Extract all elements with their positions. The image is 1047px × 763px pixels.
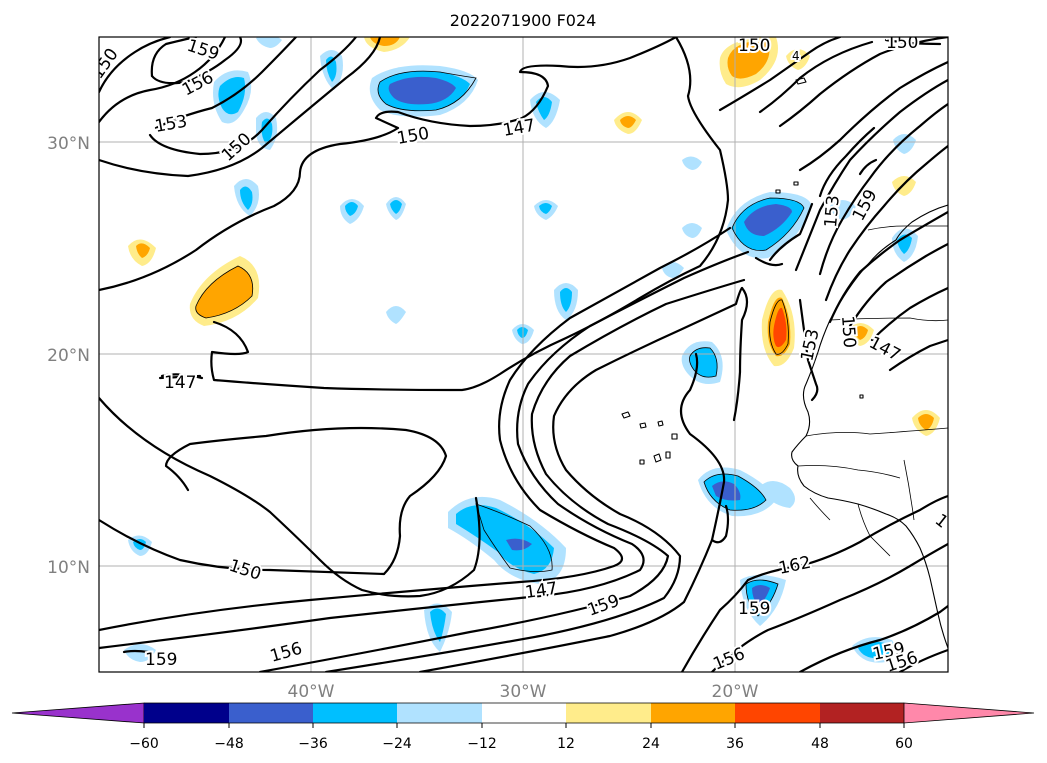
lon-label-40w: 40°W	[288, 682, 335, 702]
colorbar-tick-label: −12	[467, 736, 497, 752]
contour-label: 4	[790, 47, 802, 65]
contour-label: 150	[884, 33, 920, 55]
negative-anomaly-patch	[386, 197, 406, 220]
colorbar-tick-label: 60	[895, 736, 913, 752]
colorbar-segment	[566, 703, 651, 723]
negative-anomaly-patch	[726, 192, 812, 259]
colorbar-ticks	[143, 723, 905, 728]
colorbar-segment	[229, 703, 313, 723]
colorbar-tick-label: 48	[811, 736, 829, 752]
positive-anomaly-patch	[614, 112, 642, 134]
svg-text:150: 150	[837, 315, 859, 349]
colorbar-tick-label: 36	[726, 736, 744, 752]
negative-anomaly-patch	[740, 575, 786, 626]
colorbar-tick-label: 24	[642, 736, 660, 752]
negative-anomaly-patch	[124, 644, 156, 662]
anomaly-outlines	[195, 70, 805, 617]
svg-text:147: 147	[164, 373, 196, 393]
colorbar-segment	[144, 703, 229, 723]
contour-label: 147	[499, 114, 538, 143]
contour-label: 159	[736, 597, 772, 621]
positive-anomaly-patch	[189, 256, 260, 326]
lat-label-10n: 10°N	[47, 558, 90, 578]
colorbar-tick-label: −60	[129, 736, 159, 752]
negative-anomaly-patch	[852, 637, 896, 663]
lon-label-30w: 30°W	[500, 682, 547, 702]
height-contours	[99, 37, 948, 672]
colorbar-segment	[651, 703, 735, 723]
positive-anomaly-patch	[128, 239, 156, 266]
contour-label: 153	[819, 192, 846, 230]
svg-text:159: 159	[738, 599, 770, 619]
positive-anomaly-patch	[848, 323, 874, 346]
map-frame	[98, 36, 949, 673]
colorbar-tick-label: 12	[557, 736, 575, 752]
contour-label: 147	[162, 371, 198, 395]
colorbar-segment	[482, 703, 566, 723]
svg-text:147: 147	[501, 116, 536, 141]
contour-label: 159	[143, 648, 179, 672]
colorbar-segment	[397, 703, 482, 723]
svg-text:153: 153	[821, 194, 844, 228]
svg-text:150: 150	[886, 33, 918, 53]
negative-anomaly-patch	[369, 65, 478, 117]
colorbar-extend-high	[903, 702, 1035, 724]
svg-text:150: 150	[738, 36, 770, 56]
lat-label-20n: 20°N	[47, 346, 90, 366]
colorbar: −60 −48 −36 −24 −12 12 24 36 48 60	[11, 702, 1035, 752]
colorbar-segment	[313, 703, 397, 723]
lon-label-20w: 20°W	[712, 682, 759, 702]
svg-text:4: 4	[792, 49, 800, 63]
negative-anomaly-patch	[448, 496, 566, 584]
colorbar-tick-label: −48	[214, 736, 244, 752]
colorbar-segment	[735, 703, 820, 723]
negative-anomaly-patch	[256, 37, 916, 278]
negative-anomaly-patch	[234, 179, 259, 216]
negative-anomaly-patch	[386, 306, 406, 324]
positive-anomaly-patch	[719, 37, 778, 88]
contour-label: 150	[736, 36, 772, 58]
colorbar-tick-label: −36	[298, 736, 328, 752]
lat-label-30n: 30°N	[47, 134, 90, 154]
colorbar-segment	[820, 703, 904, 723]
positive-anomaly-patch	[761, 289, 795, 367]
negative-anomaly-patch	[554, 283, 578, 320]
negative-anomaly-patch	[534, 200, 558, 220]
negative-anomaly-patch	[758, 481, 795, 508]
colorbar-tick-label: −24	[382, 736, 412, 752]
negative-anomaly-patch	[340, 199, 364, 224]
svg-text:159: 159	[145, 650, 177, 670]
colorbar-extend-low	[11, 702, 145, 724]
figure-title: 2022071900 F024	[450, 11, 597, 30]
contour-label: 150	[835, 313, 861, 351]
